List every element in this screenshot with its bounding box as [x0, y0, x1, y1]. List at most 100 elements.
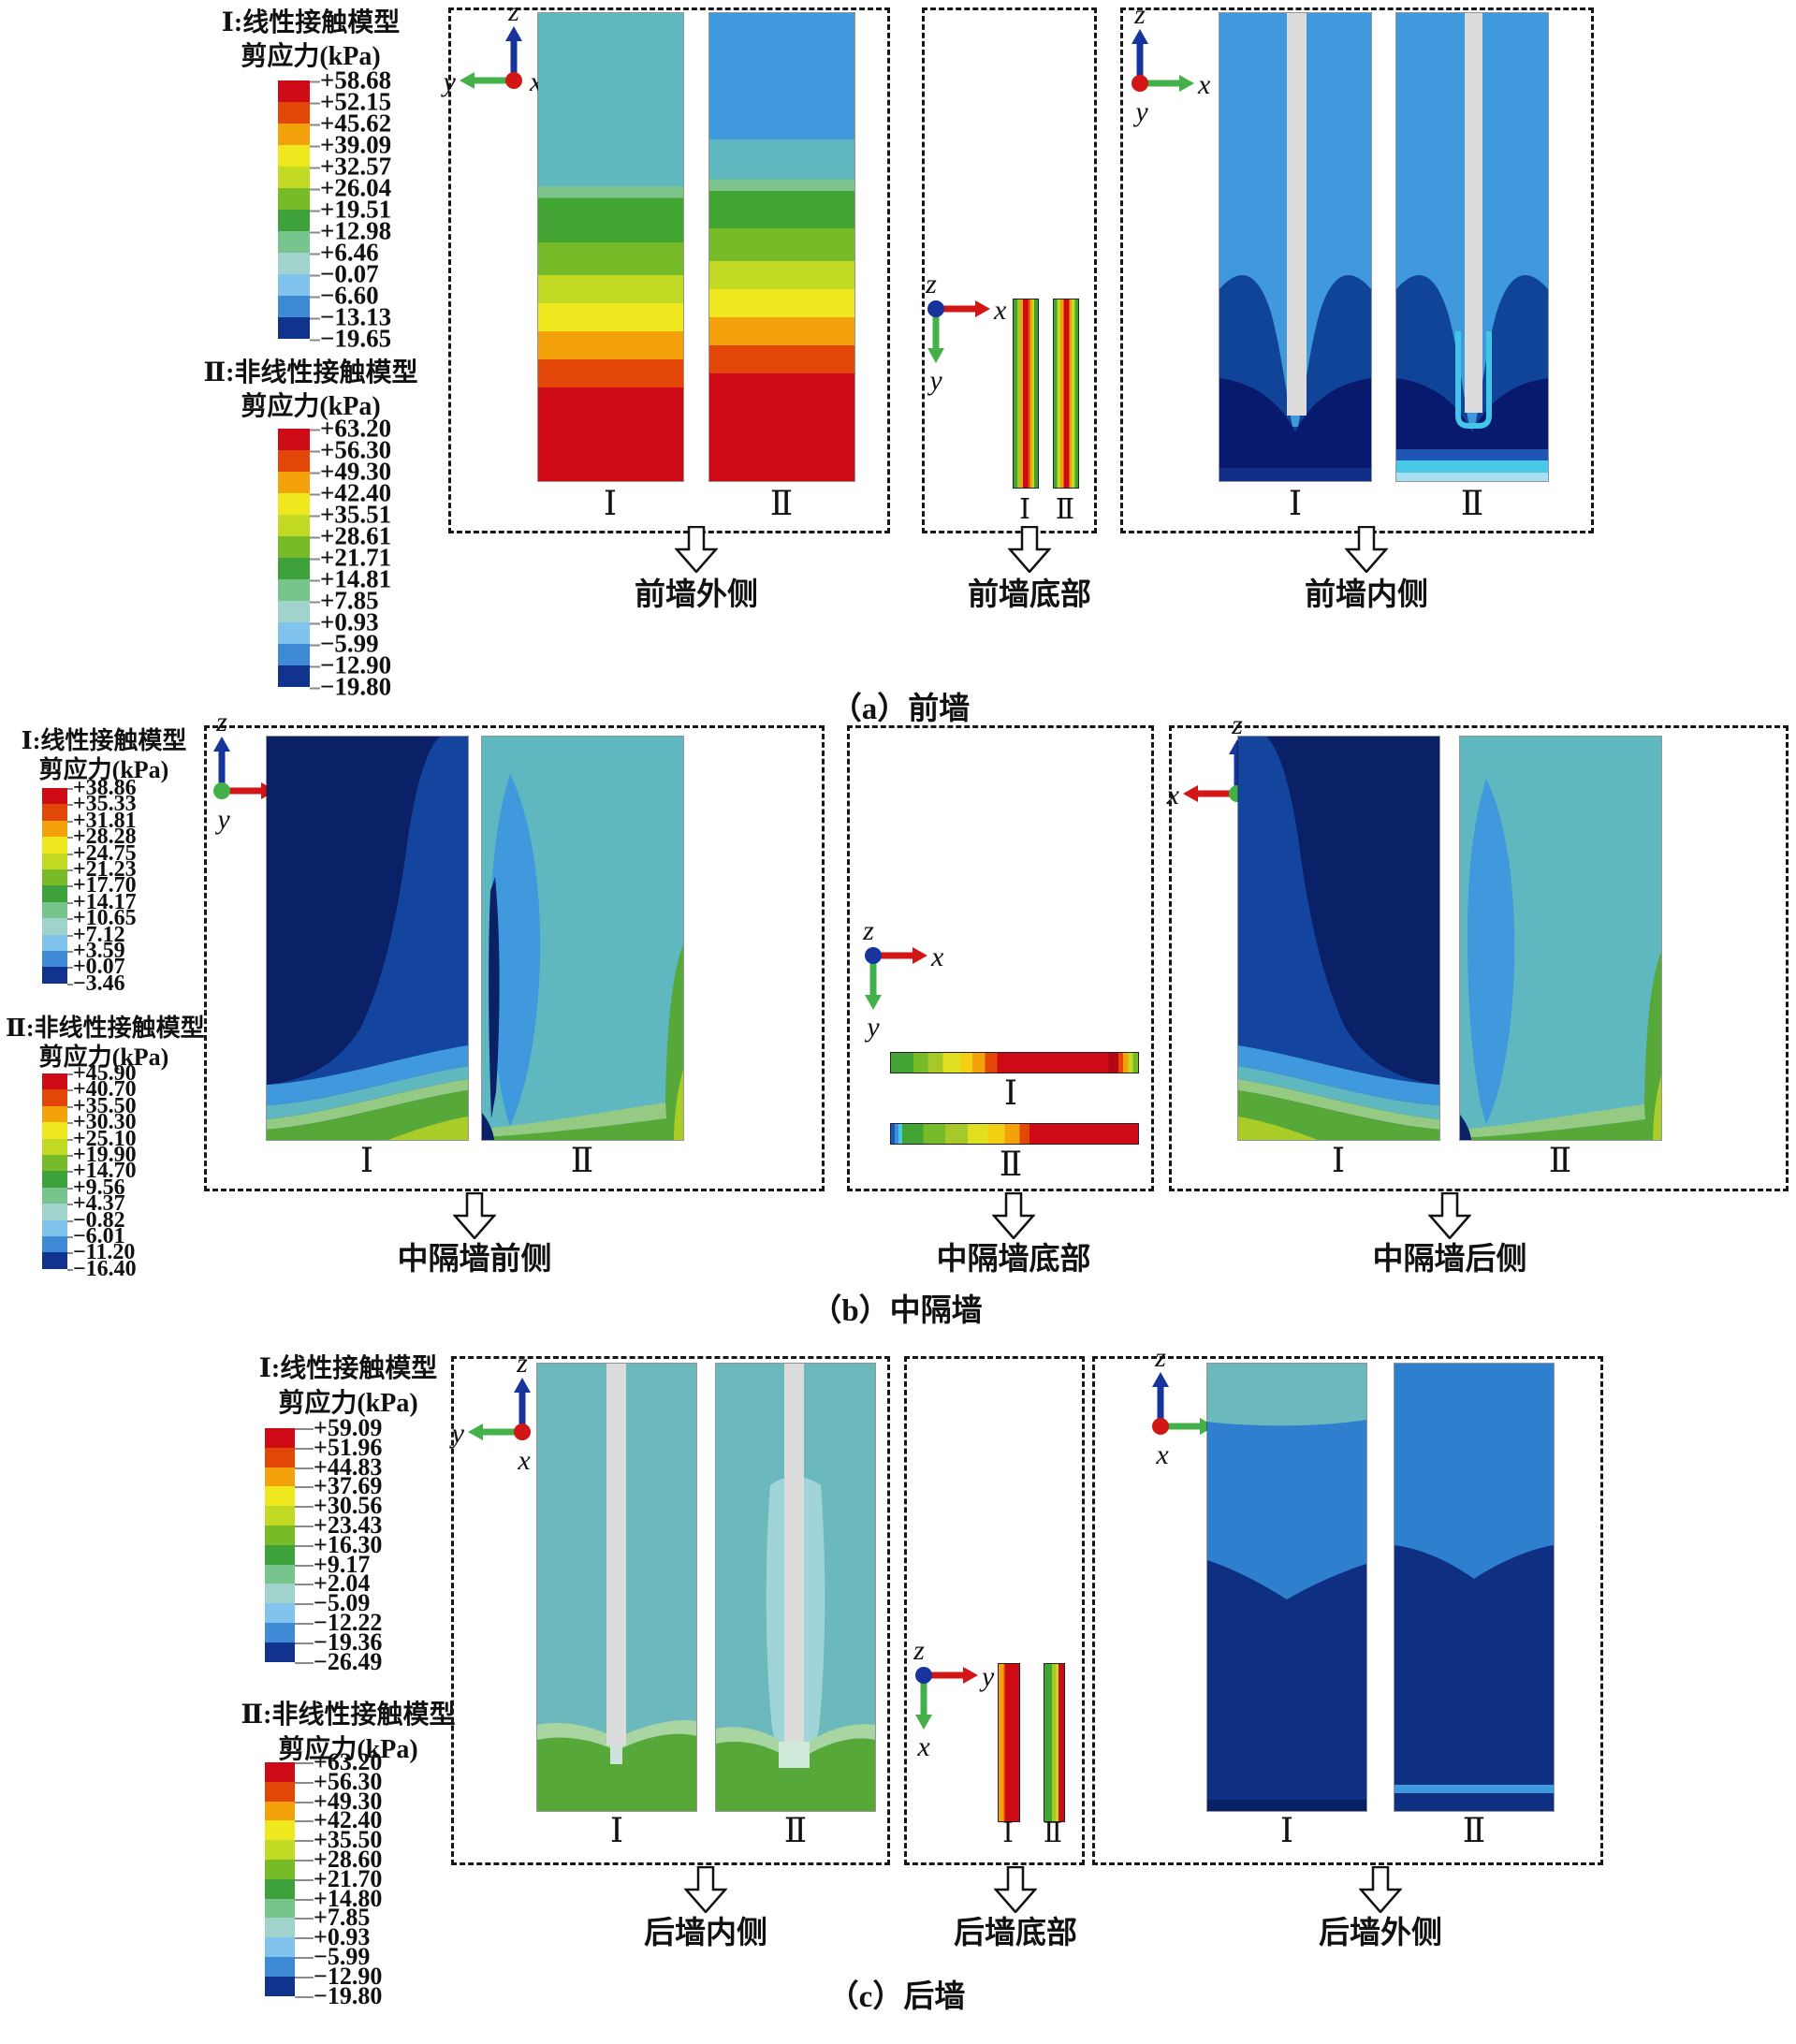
panel-c-inner-box	[451, 1356, 890, 1865]
legend-tick: +28.28	[67, 825, 137, 848]
model-label: Ⅰ	[1331, 1142, 1346, 1179]
legend-tick: +51.96	[295, 1435, 382, 1460]
legend-color-cell	[265, 1762, 295, 1782]
legend-unit-title: 剪应力(kPa)	[278, 1735, 418, 1764]
svg-text:z: z	[862, 915, 874, 946]
legend-tick: +39.09	[310, 132, 391, 158]
legend-color-cell	[265, 1526, 295, 1545]
legend-color-cell	[42, 885, 67, 902]
down-arrow-icon	[991, 1191, 1036, 1244]
svg-text:z: z	[516, 1348, 528, 1379]
legend-tick: +7.12	[67, 924, 125, 946]
panel-a-inner-box	[1120, 7, 1594, 533]
svg-text:x: x	[1197, 69, 1211, 100]
legend-color-cell	[278, 450, 310, 472]
legend-tick: +23.43	[295, 1513, 382, 1538]
legend-color-cell	[42, 869, 67, 886]
model-label: Ⅱ	[1462, 1812, 1486, 1849]
legend-tick: +59.09	[295, 1416, 382, 1440]
legend-color-cell	[42, 901, 67, 919]
view-label-b-front: 中隔墙前侧	[397, 1243, 552, 1277]
legend-color-cell	[42, 853, 67, 869]
legend-color-cell	[278, 102, 310, 124]
legend-tick: +0.07	[67, 956, 125, 978]
legend-tick: +24.75	[67, 842, 137, 865]
legend-unit-title: 剪应力(kPa)	[241, 42, 381, 71]
legend-tick: −5.99	[295, 1945, 370, 1969]
legend-tick: −19.36	[295, 1629, 382, 1655]
svg-text:y: y	[1132, 96, 1148, 127]
legend-tick: +35.50	[295, 1828, 382, 1852]
legend-tick: −6.60	[310, 283, 379, 309]
view-label-a-bottom: 前墙底部	[968, 578, 1091, 612]
model-label: Ⅰ	[1002, 1818, 1014, 1848]
down-arrow-icon	[452, 1191, 497, 1244]
panel-b-caption: （b）中隔墙	[810, 1294, 983, 1328]
view-label-b-bottom: 中隔墙底部	[936, 1243, 1091, 1277]
svg-text:x: x	[916, 1731, 930, 1762]
legend-color-cell	[278, 601, 310, 622]
legend-tick: −5.09	[295, 1591, 370, 1615]
legend-tick: +30.30	[67, 1111, 137, 1133]
legend-tick: +21.70	[295, 1866, 382, 1891]
legend-tick: +45.90	[67, 1062, 137, 1085]
axis-triad-svg: z x y	[1132, 0, 1211, 127]
legend-tick: −5.99	[310, 631, 379, 657]
legend-color-cell	[42, 1138, 67, 1155]
legend-model-title: Ⅰ:线性接触模型	[258, 1354, 438, 1383]
legend-color-cell	[265, 1918, 295, 1938]
legend-tick: +35.51	[310, 502, 391, 528]
legend-tick: +49.30	[310, 459, 391, 485]
model-label: Ⅱ	[1055, 494, 1075, 525]
legend-tick: +52.15	[310, 89, 391, 115]
legend-tick: +35.50	[67, 1095, 137, 1117]
legend-unit-title: 剪应力(kPa)	[38, 1044, 169, 1071]
legend-tick: +26.04	[310, 175, 391, 201]
legend-color-cell	[42, 1171, 67, 1188]
legend-color-cell	[265, 1544, 295, 1565]
model-label: Ⅰ	[1019, 494, 1030, 525]
contour-b-back-II	[1459, 736, 1662, 1141]
legend-color-cell	[265, 1603, 295, 1623]
view-label-c-outer: 后墙外侧	[1319, 1917, 1442, 1950]
legend-tick: −19.80	[295, 1983, 382, 2008]
model-label: Ⅱ	[1043, 1818, 1063, 1848]
svg-text:y: y	[441, 66, 457, 97]
legend-tick: +3.59	[67, 940, 125, 962]
legend-tick: −11.20	[67, 1241, 135, 1263]
legend-color-cell	[278, 644, 310, 665]
legend-tick: +35.33	[67, 793, 137, 815]
legend-tick: −12.90	[295, 1964, 382, 1989]
legend-color-cell	[42, 1155, 67, 1172]
contour-c-bottom-II	[1044, 1663, 1065, 1822]
legend-color-cell	[278, 493, 310, 515]
axis-triad-svg: z y x	[449, 1348, 532, 1476]
contour-c-inner-II	[715, 1363, 876, 1812]
legend-tick: −0.07	[310, 261, 379, 287]
legend-color-cell	[265, 1781, 295, 1802]
legend-tick: +0.93	[310, 609, 379, 635]
down-arrow-icon	[993, 1865, 1038, 1918]
down-arrow-icon	[1344, 525, 1389, 577]
view-label-b-back: 中隔墙后侧	[1372, 1243, 1527, 1277]
legend-color-cell	[278, 317, 310, 339]
legend-color-cell	[42, 1073, 67, 1090]
legend-tick: +28.61	[310, 523, 391, 549]
model-label: Ⅱ	[1460, 485, 1484, 522]
svg-text:x: x	[517, 1445, 531, 1476]
legend-tick: +9.56	[67, 1176, 125, 1199]
svg-text:y: y	[449, 1418, 465, 1449]
legend-tick: +42.40	[310, 480, 391, 506]
legend-tick: −0.82	[67, 1209, 125, 1232]
legend-tick: +9.17	[295, 1552, 370, 1577]
legend-tick: −13.13	[310, 304, 391, 330]
legend-color-cell	[42, 788, 67, 805]
legend-color-cell	[265, 1486, 295, 1507]
model-label: Ⅰ	[603, 485, 618, 522]
legend-tick: +19.90	[67, 1144, 137, 1166]
legend-color-cell	[265, 1564, 295, 1584]
legend-color-cell	[265, 1642, 295, 1662]
contour-c-outer-I	[1206, 1363, 1367, 1812]
model-label: Ⅱ	[999, 1146, 1023, 1183]
